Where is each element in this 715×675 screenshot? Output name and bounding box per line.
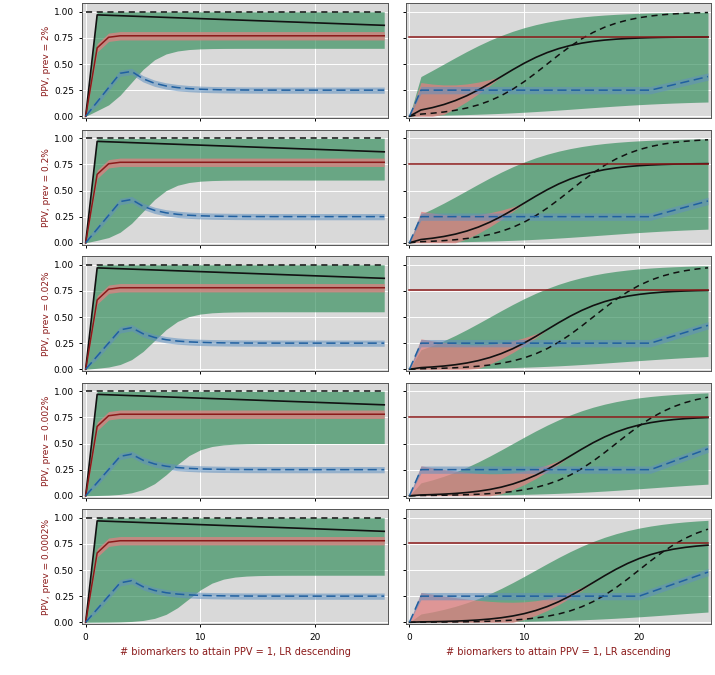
Y-axis label: PPV, prev = 0.2%: PPV, prev = 0.2%: [42, 148, 51, 227]
X-axis label: # biomarkers to attain PPV = 1, LR ascending: # biomarkers to attain PPV = 1, LR ascen…: [446, 647, 671, 657]
Y-axis label: PPV, prev = 0.0002%: PPV, prev = 0.0002%: [42, 519, 51, 615]
Y-axis label: PPV, prev = 0.002%: PPV, prev = 0.002%: [42, 395, 51, 485]
X-axis label: # biomarkers to attain PPV = 1, LR descending: # biomarkers to attain PPV = 1, LR desce…: [119, 647, 350, 657]
Y-axis label: PPV, prev = 2%: PPV, prev = 2%: [42, 26, 51, 96]
Y-axis label: PPV, prev = 0.02%: PPV, prev = 0.02%: [42, 271, 51, 356]
